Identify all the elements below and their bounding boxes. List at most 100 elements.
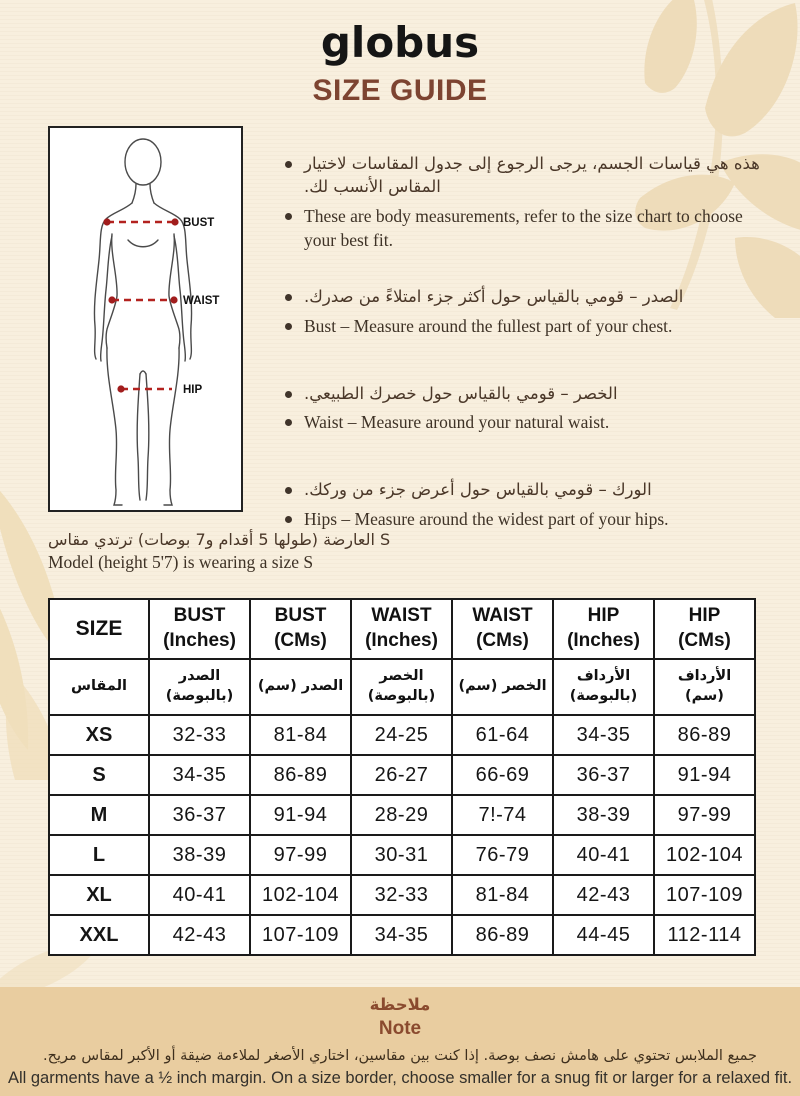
size-cell: XS [48, 714, 150, 756]
note-title-arabic: ملاحظة [369, 995, 431, 1014]
column-header-arabic: الأرداف (بالبوصة) [552, 658, 655, 716]
bullet-icon [285, 487, 292, 495]
measurement-cell: 97-99 [249, 834, 352, 876]
measurement-cell: 38-39 [552, 794, 655, 836]
list-item: هذه هي قياسات الجسم، يرجى الرجوع إلى جدو… [285, 152, 763, 199]
list-item: الصدر – قومي بالقياس حول أكثر جزء امتلاء… [285, 285, 763, 308]
column-header: HIP (CMs) [653, 598, 756, 660]
note-body-arabic: جميع الملابس تحتوي على هامش نصف بوصة. إذ… [43, 1047, 757, 1064]
instruction-english: Waist – Measure around your natural wais… [304, 412, 610, 433]
table-row: XL 40-41 102-104 32-33 81-84 42-43 107-109 [48, 874, 756, 916]
instruction-arabic: الخصر – قومي بالقياس حول خصرك الطبيعي. [304, 383, 618, 403]
table-row: XS 32-33 81-84 24-25 61-64 34-35 86-89 [48, 714, 756, 756]
measurement-cell: 34-35 [552, 714, 655, 756]
instruction-group-waist: الخصر – قومي بالقياس حول خصرك الطبيعي. W… [285, 382, 763, 435]
measurement-cell: 66-69 [451, 754, 554, 796]
brand-logo: globus [320, 18, 480, 67]
measurement-cell: 34-35 [350, 914, 453, 956]
note-title-english: Note [378, 1018, 422, 1040]
column-header: HIP (Inches) [552, 598, 655, 660]
measurement-cell: 112-114 [653, 914, 756, 956]
measurement-cell: 26-27 [350, 754, 453, 796]
measurement-cell: 28-29 [350, 794, 453, 836]
measurement-cell: 86-89 [451, 914, 554, 956]
bullet-icon [285, 294, 292, 302]
table-row: M 36-37 91-94 28-29 7!-74 38-39 97-99 [48, 794, 756, 836]
measurement-cell: 40-41 [148, 874, 251, 916]
instruction-group-bust: الصدر – قومي بالقياس حول أكثر جزء امتلاء… [285, 285, 763, 338]
table-header-row-english: SIZE BUST (Inches) BUST (CMs) WAIST (Inc… [48, 598, 756, 660]
measurement-cell: 38-39 [148, 834, 251, 876]
table-header-row-arabic: المقاس الصدر (بالبوصة) الصدر (سم) الخصر … [48, 658, 756, 716]
list-item: الورك – قومي بالقياس حول أعرض جزء من ورك… [285, 478, 763, 501]
measurement-cell: 36-37 [552, 754, 655, 796]
measurement-cell: 102-104 [653, 834, 756, 876]
measurement-cell: 81-84 [249, 714, 352, 756]
mannequin-figure: BUST WAIST HIP [93, 138, 219, 506]
column-header-arabic: الأرداف (سم) [653, 658, 756, 716]
measurement-cell: 61-64 [451, 714, 554, 756]
body-measurement-diagram: BUST WAIST HIP [48, 126, 243, 512]
bust-label: BUST [183, 217, 214, 229]
list-item: الخصر – قومي بالقياس حول خصرك الطبيعي. [285, 382, 763, 405]
measurement-cell: 7!-74 [451, 794, 554, 836]
measurement-cell: 91-94 [653, 754, 756, 796]
table-row: XXL 42-43 107-109 34-35 86-89 44-45 112-114 [48, 914, 756, 956]
measurement-cell: 34-35 [148, 754, 251, 796]
measurement-cell: 91-94 [249, 794, 352, 836]
measurement-cell: 102-104 [249, 874, 352, 916]
model-info-arabic: العارضة (طولها 5 أقدام و7 بوصات) ترتدي م… [48, 530, 391, 549]
bullet-icon [285, 161, 292, 168]
instruction-group-overview: هذه هي قياسات الجسم، يرجى الرجوع إلى جدو… [285, 152, 763, 252]
bullet-icon [285, 390, 292, 398]
column-header: WAIST (Inches) [350, 598, 453, 660]
table-row: S 34-35 86-89 26-27 66-69 36-37 91-94 [48, 754, 756, 796]
measurement-cell: 36-37 [148, 794, 251, 836]
measurement-cell: 42-43 [148, 914, 251, 956]
instruction-arabic: الصدر – قومي بالقياس حول أكثر جزء امتلاء… [304, 287, 684, 307]
column-header: BUST (Inches) [148, 598, 251, 660]
column-header-arabic: الصدر (سم) [249, 658, 352, 716]
size-cell: XL [48, 874, 150, 916]
size-chart-table: SIZE BUST (Inches) BUST (CMs) WAIST (Inc… [48, 598, 756, 956]
measurement-cell: 32-33 [350, 874, 453, 916]
measurement-cell: 107-109 [653, 874, 756, 916]
column-header: BUST (CMs) [249, 598, 352, 660]
measurement-cell: 44-45 [552, 914, 655, 956]
column-header-arabic: الخصر (بالبوصة) [350, 658, 453, 716]
page-title: SIZE GUIDE [312, 74, 488, 107]
measurement-cell: 81-84 [451, 874, 554, 916]
instruction-arabic: الورك – قومي بالقياس حول أعرض جزء من ورك… [304, 480, 652, 500]
measurement-cell: 24-25 [350, 714, 453, 756]
instruction-english: These are body measurements, refer to th… [304, 205, 743, 250]
list-item: These are body measurements, refer to th… [285, 204, 763, 252]
column-header: WAIST (CMs) [451, 598, 554, 660]
bullet-icon [285, 419, 292, 427]
measurement-cell: 86-89 [249, 754, 352, 796]
size-cell: M [48, 794, 150, 836]
size-cell: S [48, 754, 150, 796]
size-cell: L [48, 834, 150, 876]
size-table-body: XS 32-33 81-84 24-25 61-64 34-35 86-89 S 34-35 86… [48, 714, 756, 956]
measurement-cell: 107-109 [249, 914, 352, 956]
instructions-list: هذه هي قياسات الجسم، يرجى الرجوع إلى جدو… [285, 152, 763, 564]
instruction-arabic: هذه هي قياسات الجسم، يرجى الرجوع إلى جدو… [304, 154, 760, 197]
list-item: Waist – Measure around your natural wais… [285, 410, 763, 434]
column-header-arabic: الصدر (بالبوصة) [148, 658, 251, 716]
note-body-english: All garments have a ½ inch margin. On a … [7, 1069, 793, 1088]
measurement-cell: 32-33 [148, 714, 251, 756]
hip-label: HIP [183, 384, 203, 396]
bullet-icon [285, 515, 292, 523]
list-item: Bust – Measure around the fullest part o… [285, 314, 763, 338]
bullet-icon [285, 212, 292, 220]
instruction-group-hip: الورك – قومي بالقياس حول أعرض جزء من ورك… [285, 478, 763, 531]
note-section: ملاحظة Note جميع الملابس تحتوي على هامش … [0, 987, 800, 1096]
measurement-cell: 30-31 [350, 834, 453, 876]
measurement-cell: 76-79 [451, 834, 554, 876]
column-header-arabic: المقاس [48, 658, 150, 716]
measurement-cell: 86-89 [653, 714, 756, 756]
measurement-cell: 42-43 [552, 874, 655, 916]
waist-label: WAIST [183, 295, 219, 307]
table-row: L 38-39 97-99 30-31 76-79 40-41 102-104 [48, 834, 756, 876]
